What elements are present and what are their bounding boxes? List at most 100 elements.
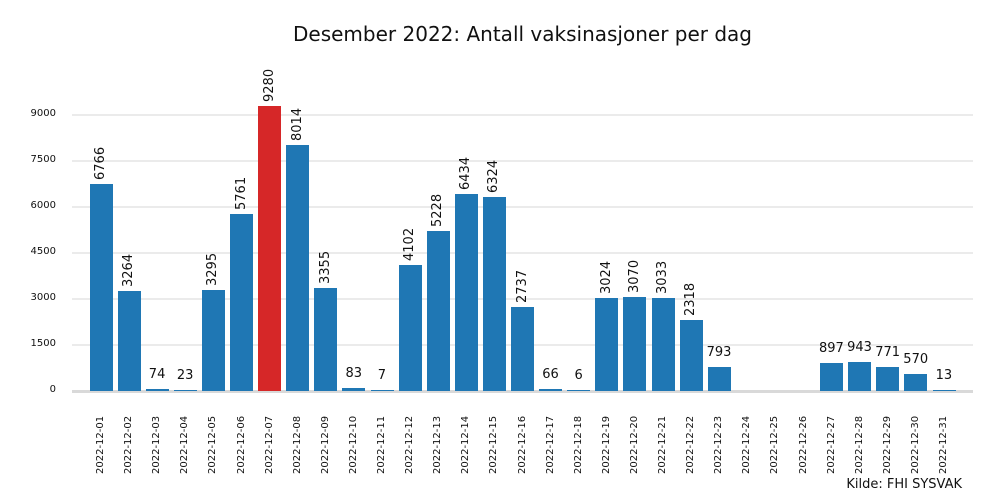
bar-value-label: 83 bbox=[345, 366, 363, 382]
bar-value-label: 3295 bbox=[205, 252, 221, 286]
bar bbox=[454, 193, 478, 391]
bar-value-label: 3070 bbox=[626, 259, 642, 293]
gridline bbox=[72, 252, 973, 254]
y-tick-label: 4500 bbox=[30, 246, 56, 257]
bar bbox=[370, 389, 394, 391]
bar bbox=[201, 289, 225, 391]
bar bbox=[314, 288, 338, 391]
x-tick-label: 2022-12-15 bbox=[488, 415, 500, 474]
bar bbox=[623, 296, 647, 391]
x-axis-line bbox=[72, 390, 973, 393]
bar-value-label: 13 bbox=[935, 367, 953, 383]
bar bbox=[398, 265, 422, 391]
bar bbox=[820, 363, 844, 391]
x-tick-label: 2022-12-22 bbox=[685, 415, 697, 474]
x-tick-label: 2022-12-19 bbox=[600, 415, 612, 474]
bar bbox=[848, 362, 872, 391]
bar-value-label: 570 bbox=[903, 351, 929, 367]
bar bbox=[258, 106, 282, 391]
x-tick-label: 2022-12-09 bbox=[319, 415, 331, 474]
x-tick-label: 2022-12-07 bbox=[263, 415, 275, 474]
gridline bbox=[72, 114, 973, 116]
x-tick-label: 2022-12-14 bbox=[460, 415, 472, 474]
bar-value-label: 793 bbox=[706, 344, 732, 360]
bar-value-label: 771 bbox=[875, 345, 901, 361]
bar bbox=[679, 319, 703, 391]
bar-value-label: 7 bbox=[377, 367, 387, 383]
y-tick-label: 6000 bbox=[30, 200, 56, 211]
gridline bbox=[72, 206, 973, 208]
bar bbox=[342, 388, 366, 391]
bar-value-label: 3024 bbox=[598, 261, 614, 295]
bar bbox=[876, 367, 900, 391]
x-tick-label: 2022-12-28 bbox=[853, 415, 865, 474]
bar bbox=[230, 214, 253, 391]
x-tick-label: 2022-12-24 bbox=[741, 415, 753, 474]
bar-value-label: 9280 bbox=[261, 69, 277, 103]
bar bbox=[117, 290, 141, 391]
bar-value-label: 4102 bbox=[402, 228, 418, 262]
x-tick-label: 2022-12-31 bbox=[938, 415, 949, 474]
x-tick-label: 2022-12-08 bbox=[291, 415, 303, 474]
x-tick-label: 2022-12-04 bbox=[179, 415, 191, 474]
x-tick-label: 2022-12-03 bbox=[151, 415, 163, 474]
gridline bbox=[72, 160, 973, 162]
bar-value-label: 3033 bbox=[655, 260, 670, 294]
bar-value-label: 5228 bbox=[430, 193, 446, 227]
bar-value-label: 74 bbox=[148, 366, 166, 382]
bar bbox=[286, 145, 310, 391]
bar-value-label: 5761 bbox=[233, 177, 249, 211]
bar bbox=[651, 297, 675, 391]
x-tick-label: 2022-12-02 bbox=[123, 415, 135, 474]
bar bbox=[89, 183, 113, 391]
bar bbox=[595, 298, 619, 391]
bar-value-label: 6766 bbox=[93, 146, 108, 180]
x-tick-label: 2022-12-10 bbox=[347, 415, 359, 474]
bar-value-label: 6324 bbox=[486, 159, 502, 194]
bar bbox=[426, 230, 450, 391]
bar bbox=[173, 389, 197, 391]
x-tick-label: 2022-12-27 bbox=[825, 415, 837, 474]
x-tick-label: 2022-12-01 bbox=[95, 415, 106, 474]
x-tick-label: 2022-12-23 bbox=[713, 415, 725, 474]
chart-title: Desember 2022: Antall vaksinasjoner per … bbox=[293, 22, 752, 46]
x-tick-label: 2022-12-20 bbox=[628, 415, 640, 474]
x-tick-label: 2022-12-29 bbox=[881, 415, 893, 474]
bar-value-label: 897 bbox=[819, 341, 844, 357]
x-tick-label: 2022-12-25 bbox=[769, 415, 781, 474]
bar bbox=[482, 197, 506, 391]
source-caption: Kilde: FHI SYSVAK bbox=[846, 477, 962, 492]
x-tick-label: 2022-12-11 bbox=[376, 415, 387, 474]
bar-value-label: 3355 bbox=[317, 251, 333, 285]
bar bbox=[145, 388, 169, 391]
bar-value-label: 943 bbox=[847, 340, 872, 356]
bar bbox=[567, 389, 591, 391]
bar-value-label: 6434 bbox=[458, 156, 474, 190]
bar-value-label: 3264 bbox=[121, 253, 137, 287]
x-tick-label: 2022-12-05 bbox=[207, 415, 219, 474]
y-tick-label: 1500 bbox=[30, 338, 56, 349]
gridline bbox=[72, 298, 973, 300]
y-tick-label: 9000 bbox=[30, 108, 56, 119]
y-tick-label: 3000 bbox=[30, 292, 56, 303]
x-tick-label: 2022-12-30 bbox=[909, 415, 921, 474]
bar-value-label: 2318 bbox=[683, 282, 699, 316]
bar bbox=[904, 373, 928, 391]
x-tick-label: 2022-12-18 bbox=[572, 415, 584, 474]
bar-value-label: 8014 bbox=[289, 108, 305, 142]
bar-value-label: 66 bbox=[542, 366, 559, 382]
x-tick-label: 2022-12-26 bbox=[797, 415, 809, 474]
x-tick-label: 2022-12-21 bbox=[657, 415, 668, 474]
y-tick-label: 0 bbox=[49, 384, 56, 395]
bar bbox=[511, 307, 534, 391]
y-tick-label: 7500 bbox=[30, 154, 56, 165]
bar-value-label: 6 bbox=[574, 367, 583, 383]
bar bbox=[707, 366, 731, 391]
x-tick-label: 2022-12-06 bbox=[235, 415, 247, 474]
x-tick-label: 2022-12-16 bbox=[516, 415, 528, 474]
x-tick-label: 2022-12-13 bbox=[432, 415, 444, 474]
bar bbox=[932, 389, 956, 391]
x-tick-label: 2022-12-12 bbox=[404, 415, 416, 474]
bar-value-label: 23 bbox=[176, 367, 194, 383]
